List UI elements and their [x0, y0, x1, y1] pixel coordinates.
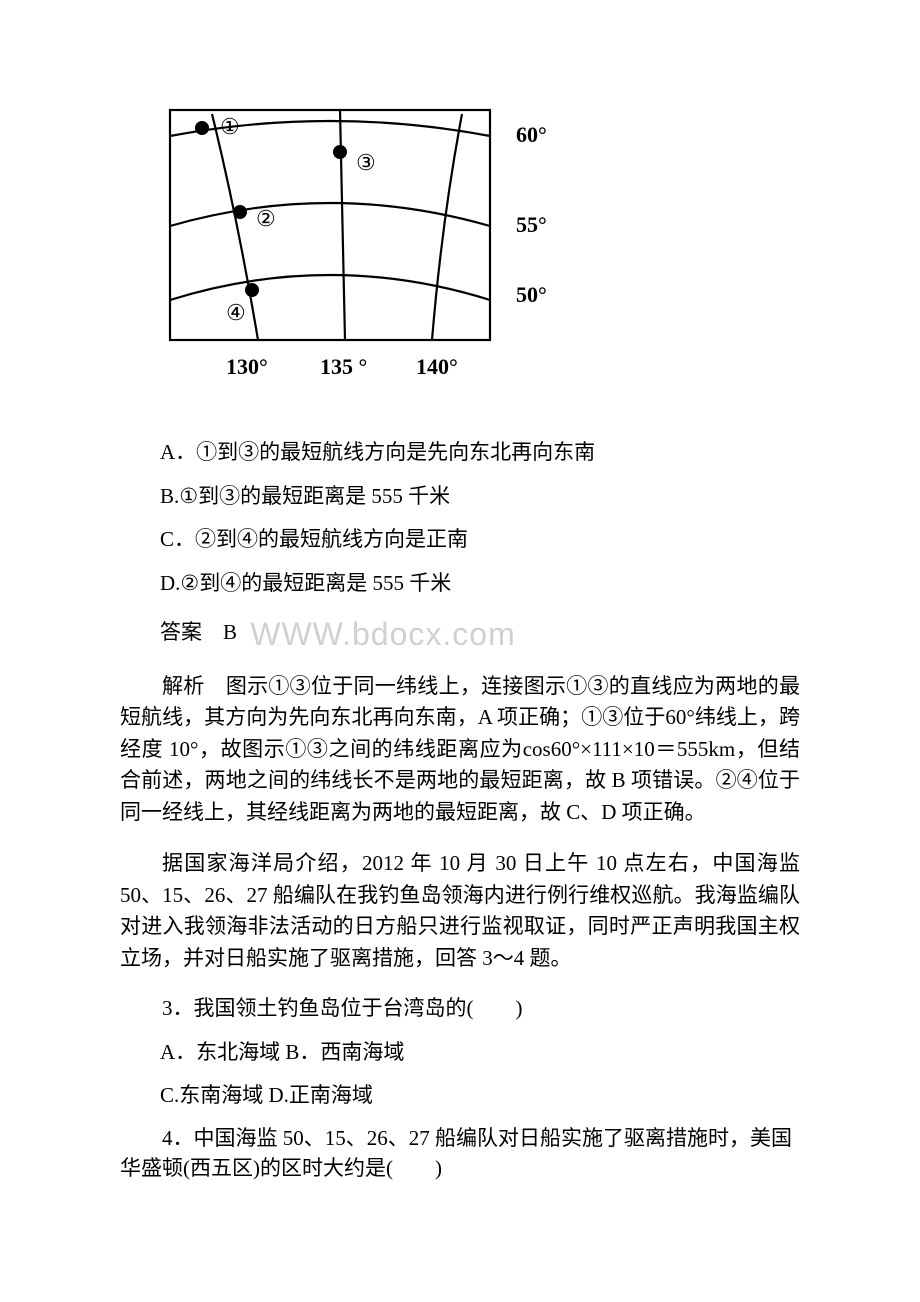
lat-lon-grid-svg: ① ③ ② ④ 60° 55° 50° 130° 135 ° 140°: [160, 100, 580, 390]
lon-label-140: 140°: [416, 354, 458, 379]
label-2: ②: [256, 206, 276, 231]
option-b: B.①到③的最短距离是 555 千米: [160, 482, 800, 511]
explanation-prefix: 解析: [162, 674, 226, 698]
q3-stem: 3．我国领土钓鱼岛位于台湾岛的( ): [120, 994, 800, 1023]
lon-label-130: 130°: [226, 354, 268, 379]
option-a: A．①到③的最短航线方向是先向东北再向东南: [160, 438, 800, 467]
label-4: ④: [226, 300, 246, 325]
map-frame: [170, 110, 490, 340]
point-2: [233, 205, 247, 219]
map-diagram: ① ③ ② ④ 60° 55° 50° 130° 135 ° 140°: [160, 100, 800, 398]
lat-55: [170, 203, 490, 226]
answer-label: 答案 B: [160, 620, 237, 644]
lat-label-55: 55°: [516, 212, 547, 237]
q3-options-ab: A．东北海域 B．西南海域: [160, 1038, 800, 1067]
lat-60: [170, 121, 490, 136]
q4-stem: 4．中国海监 50、15、26、27 船编队对日船实施了驱离措施时，美国华盛顿(…: [120, 1124, 800, 1183]
explanation-block: 解析 图示①③位于同一纬线上，连接图示①③的直线应为两地的最短航线，其方向为先向…: [120, 671, 800, 829]
option-c: C．②到④的最短航线方向是正南: [160, 525, 800, 554]
point-4: [245, 283, 259, 297]
point-3: [333, 145, 347, 159]
lat-label-60: 60°: [516, 122, 547, 147]
lon-135: [340, 110, 345, 340]
passage-text: 据国家海洋局介绍，2012 年 10 月 30 日上午 10 点左右，中国海监 …: [120, 848, 800, 974]
option-d: D.②到④的最短距离是 555 千米: [160, 569, 800, 598]
lat-label-50: 50°: [516, 282, 547, 307]
point-1: [195, 121, 209, 135]
lon-140: [432, 114, 462, 340]
lat-50: [170, 275, 490, 300]
answer-line: 答案 B WWW.bdocx.com: [160, 612, 800, 657]
lon-label-135: 135 °: [320, 354, 367, 379]
q3-options-cd: C.东南海域 D.正南海域: [160, 1081, 800, 1110]
watermark-text: WWW.bdocx.com: [250, 616, 515, 652]
label-3: ③: [356, 150, 376, 175]
label-1: ①: [220, 114, 240, 139]
